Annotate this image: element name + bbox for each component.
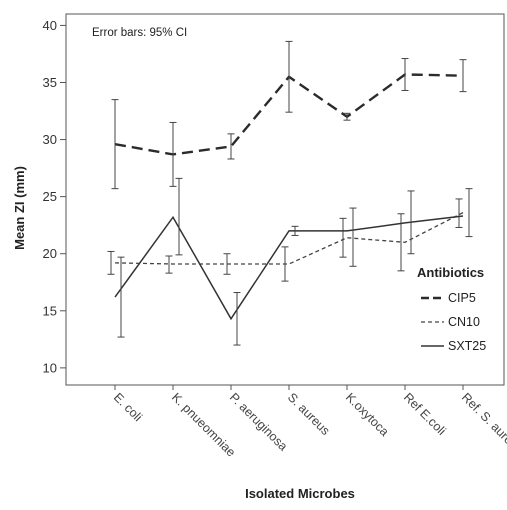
y-tick-label: 35 <box>43 75 57 90</box>
x-tick-label: Ref. S. aureus <box>459 390 507 456</box>
y-tick-label: 30 <box>43 132 57 147</box>
y-axis-title: Mean ZI (mm) <box>12 166 27 250</box>
y-tick-label: 15 <box>43 303 57 318</box>
legend-title: Antibiotics <box>417 265 484 280</box>
x-tick-label: E. coli <box>111 390 145 424</box>
series-line-sxt25 <box>114 215 464 321</box>
x-tick-label: Ref E.coli <box>401 390 449 438</box>
y-tick-label: 20 <box>43 246 57 261</box>
y-tick-label: 40 <box>43 18 57 33</box>
x-axis-title: Isolated Microbes <box>245 486 355 501</box>
plot-frame <box>65 13 505 386</box>
legend-label-cip5: CIP5 <box>448 291 476 305</box>
y-tick-label: 10 <box>43 360 57 375</box>
series-line-cn10 <box>114 212 464 265</box>
error-bar-note: Error bars: 95% CI <box>92 27 187 39</box>
y-tick-label: 25 <box>43 189 57 204</box>
legend-label-sxt25: SXT25 <box>448 339 486 353</box>
x-tick-label: S. aureus <box>285 390 333 438</box>
legend-label-cn10: CN10 <box>448 315 480 329</box>
x-tick-label: K.oxytoca <box>343 390 392 439</box>
x-tick-label: P. aeruginosa <box>227 390 290 453</box>
